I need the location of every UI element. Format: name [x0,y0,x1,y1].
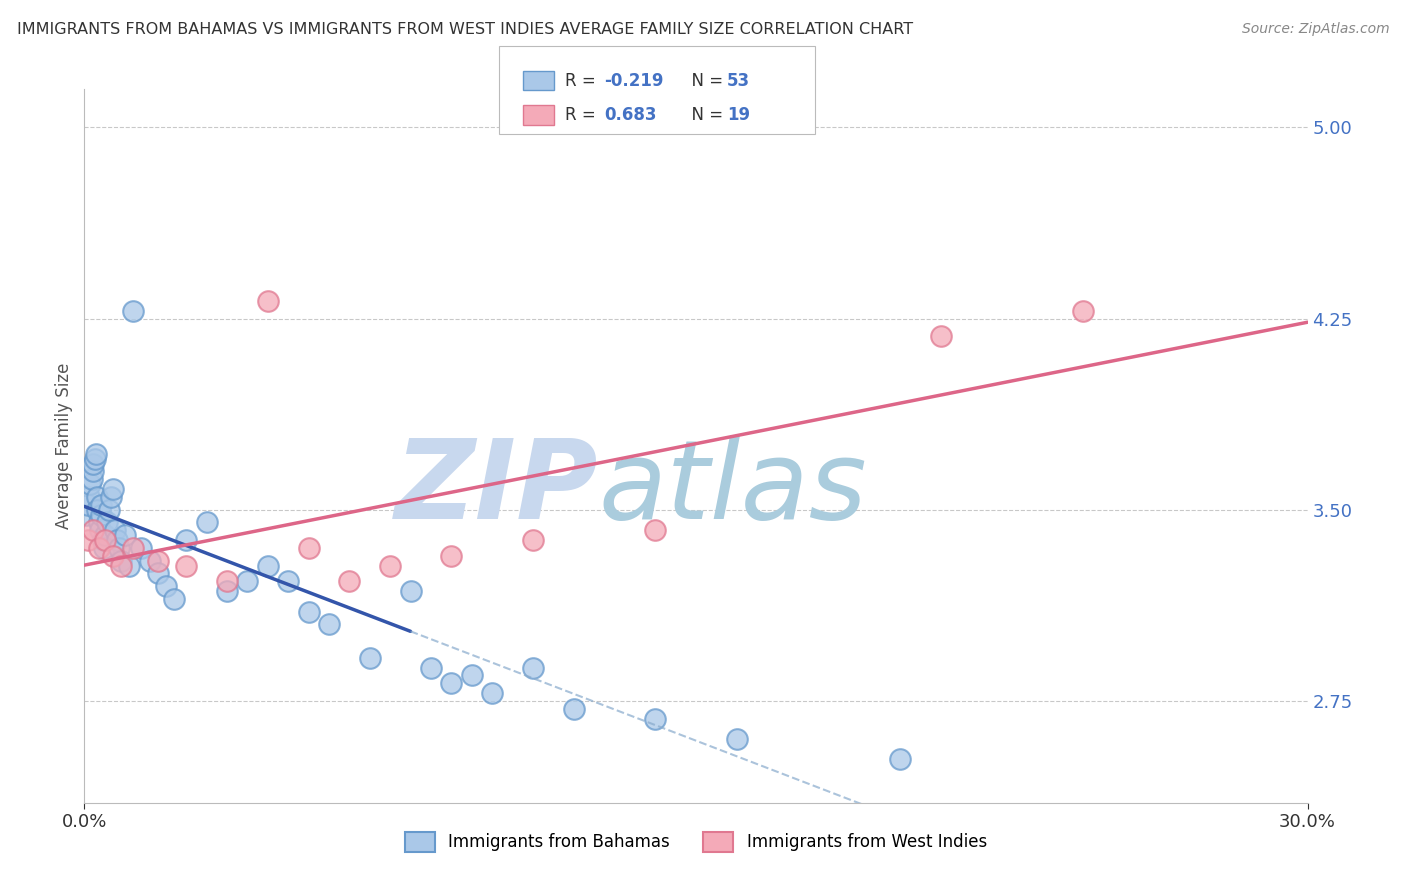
Point [105,533,128,548]
Point [217,584,239,599]
Point [79,477,101,491]
Text: IMMIGRANTS FROM BAHAMAS VS IMMIGRANTS FROM WEST INDIES AVERAGE FAMILY SIZE CORRE: IMMIGRANTS FROM BAHAMAS VS IMMIGRANTS FR… [17,22,912,37]
Point [146,566,169,581]
Point [86,490,108,504]
Point [217,574,239,588]
Point [420,661,443,675]
Point [339,574,361,588]
Text: Source: ZipAtlas.com: Source: ZipAtlas.com [1241,22,1389,37]
Point [522,533,544,548]
Point [82,523,104,537]
Point [138,554,160,568]
Point [1073,304,1095,318]
Text: 0.683: 0.683 [605,106,657,124]
Point [359,650,381,665]
Text: 53: 53 [727,71,749,90]
Point [87,516,110,530]
Point [91,533,114,548]
Text: R =: R = [565,71,602,90]
Point [90,498,112,512]
Point [380,558,402,573]
Point [522,661,544,675]
Point [562,701,585,715]
Point [118,558,141,573]
Point [114,528,136,542]
Point [481,686,503,700]
Point [80,472,103,486]
Text: atlas: atlas [598,435,866,542]
Point [174,558,197,573]
Point [82,465,104,479]
Point [131,541,153,555]
Text: N =: N = [681,71,728,90]
Text: 19: 19 [727,106,749,124]
Point [440,676,463,690]
Point [97,502,120,516]
Point [77,498,100,512]
Point [101,483,124,497]
Point [644,523,666,537]
Point [236,574,259,588]
Point [257,558,280,573]
Point [644,712,666,726]
Point [93,541,115,555]
Point [93,528,115,542]
Point [104,523,127,537]
Y-axis label: Average Family Size: Average Family Size [55,363,73,529]
Point [75,508,97,522]
Point [84,447,107,461]
Point [101,549,124,563]
Point [122,541,145,555]
Point [277,574,299,588]
Point [110,554,132,568]
Text: -0.219: -0.219 [605,71,664,90]
Point [100,490,122,504]
Point [257,293,280,308]
Point [318,617,340,632]
Point [110,558,132,573]
Point [195,516,218,530]
Point [82,457,104,471]
Point [86,502,108,516]
Point [90,508,112,522]
Point [298,605,321,619]
Point [889,752,911,766]
Point [108,541,131,555]
Text: N =: N = [681,106,728,124]
Point [461,668,484,682]
Point [89,523,111,537]
Point [440,549,463,563]
Point [298,541,321,555]
Point [399,584,422,599]
Point [87,541,110,555]
Point [93,533,115,548]
Point [174,533,197,548]
Text: R =: R = [565,106,602,124]
Point [929,329,952,343]
Point [155,579,177,593]
Point [77,533,100,548]
Point [725,732,748,747]
Point [163,591,186,606]
Point [146,554,169,568]
Text: ZIP: ZIP [395,435,598,542]
Point [77,490,100,504]
Point [96,516,118,530]
Point [83,451,105,466]
Legend: Immigrants from Bahamas, Immigrants from West Indies: Immigrants from Bahamas, Immigrants from… [398,825,994,859]
Point [122,304,145,318]
